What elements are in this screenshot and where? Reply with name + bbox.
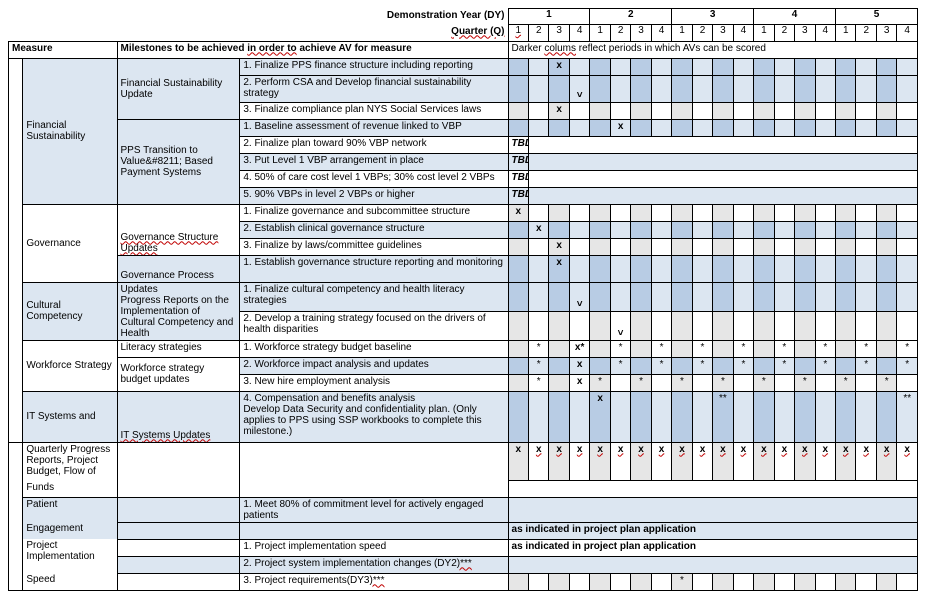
sub-fsu: Financial Sustainability Update <box>117 58 240 119</box>
speed: Speed <box>23 573 117 590</box>
m9: 1. Finalize governance and subcommittee … <box>240 204 508 221</box>
sub-gp: Governance Process <box>117 255 240 282</box>
q: 3 <box>795 25 815 42</box>
q: 4 <box>569 25 589 42</box>
m8: 5. 90% VBPs in level 2 VBPs or higher <box>240 187 508 204</box>
cat-gov: Governance <box>23 204 117 282</box>
app1: as indicated in project plan application <box>508 522 917 539</box>
m19: 1. Meet 80% of commitment level for acti… <box>240 497 508 522</box>
year-2: 2 <box>590 9 672 25</box>
col-measure: Measure <box>9 41 118 58</box>
eng-a: Engagement <box>23 522 117 539</box>
q: 4 <box>651 25 671 42</box>
q: 4 <box>897 25 918 42</box>
cat-fin: Financial Sustainability <box>23 58 117 204</box>
note: Darker colums reflect periods in which A… <box>508 41 917 58</box>
sub-up: Updates Progress Reports on the Implemen… <box>117 282 240 340</box>
q: 1 <box>590 25 610 42</box>
m6: 3. Put Level 1 VBP arrangement in place <box>240 153 508 170</box>
m13: 1. Finalize cultural competency and heal… <box>240 282 508 311</box>
m15: 1. Workforce strategy budget baseline <box>240 340 508 357</box>
q: 1 <box>836 25 856 42</box>
sub-itu: IT Systems Updates <box>117 391 240 442</box>
q-label: Quarter (Q) <box>9 25 509 42</box>
eng-b: Project Implementation <box>23 539 117 573</box>
tbd: TBD <box>508 136 528 153</box>
milestone-table: Demonstration Year (DY) 1 2 3 4 5 Quarte… <box>8 8 918 591</box>
sub-pps: PPS Transition to Value&#8211; Based Pay… <box>117 119 240 204</box>
q: 2 <box>856 25 876 42</box>
col-milestones: Milestones to be achieved in order to ac… <box>117 41 508 58</box>
q: 3 <box>549 25 569 42</box>
year-5: 5 <box>836 9 918 25</box>
m2: 2. Perform CSA and Develop financial sus… <box>240 75 508 102</box>
q: 3 <box>876 25 896 42</box>
q: 2 <box>774 25 794 42</box>
q: 4 <box>815 25 835 42</box>
q: 1 <box>508 25 528 42</box>
sub-wbu: Workforce strategy budget updates <box>117 357 240 391</box>
m5: 2. Finalize plan toward 90% VBP network <box>240 136 508 153</box>
m3: 3. Finalize compliance plan NYS Social S… <box>240 102 508 119</box>
m14: 2. Develop a training strategy focused o… <box>240 311 508 340</box>
dy-label: Demonstration Year (DY) <box>9 9 509 25</box>
q: 1 <box>672 25 692 42</box>
m16: 2. Workforce impact analysis and updates <box>240 357 508 374</box>
q: 2 <box>610 25 630 42</box>
m4: 1. Baseline assessment of revenue linked… <box>240 119 508 136</box>
m20: 1. Project implementation speed <box>240 539 508 556</box>
m12: 1. Establish governance structure report… <box>240 255 508 282</box>
m17: 3. New hire employment analysis <box>240 374 508 391</box>
q: 1 <box>754 25 774 42</box>
m22: 3. Project requirements(DY3)*** <box>240 573 508 590</box>
year-4: 4 <box>754 9 836 25</box>
m18: 4. Compensation and benefits analysis De… <box>240 391 508 442</box>
qpr-b: Funds <box>23 481 117 498</box>
qpr-a: Quarterly Progress Reports, Project Budg… <box>23 442 117 481</box>
year-1: 1 <box>508 9 590 25</box>
q: 3 <box>631 25 651 42</box>
q: 2 <box>692 25 712 42</box>
q: 3 <box>713 25 733 42</box>
m7: 4. 50% of care cost level 1 VBPs; 30% co… <box>240 170 508 187</box>
q: 2 <box>528 25 548 42</box>
m21: 2. Project system implementation changes… <box>240 556 508 573</box>
year-3: 3 <box>672 9 754 25</box>
sub-gsu: Governance Structure Updates <box>117 204 240 255</box>
app2: as indicated in project plan application <box>508 539 917 556</box>
cat-cult: Cultural Competency <box>23 282 117 340</box>
m1: 1. Finalize PPS finance structure includ… <box>240 58 508 75</box>
sub-ls: Literacy strategies <box>117 340 240 357</box>
cat-it: IT Systems and <box>23 391 117 442</box>
cat-wf: Workforce Strategy <box>23 340 117 391</box>
q: 4 <box>733 25 753 42</box>
m11: 3. Finalize by laws/committee guidelines <box>240 238 508 255</box>
patient: Patient <box>23 497 117 522</box>
m10: 2. Establish clinical governance structu… <box>240 221 508 238</box>
